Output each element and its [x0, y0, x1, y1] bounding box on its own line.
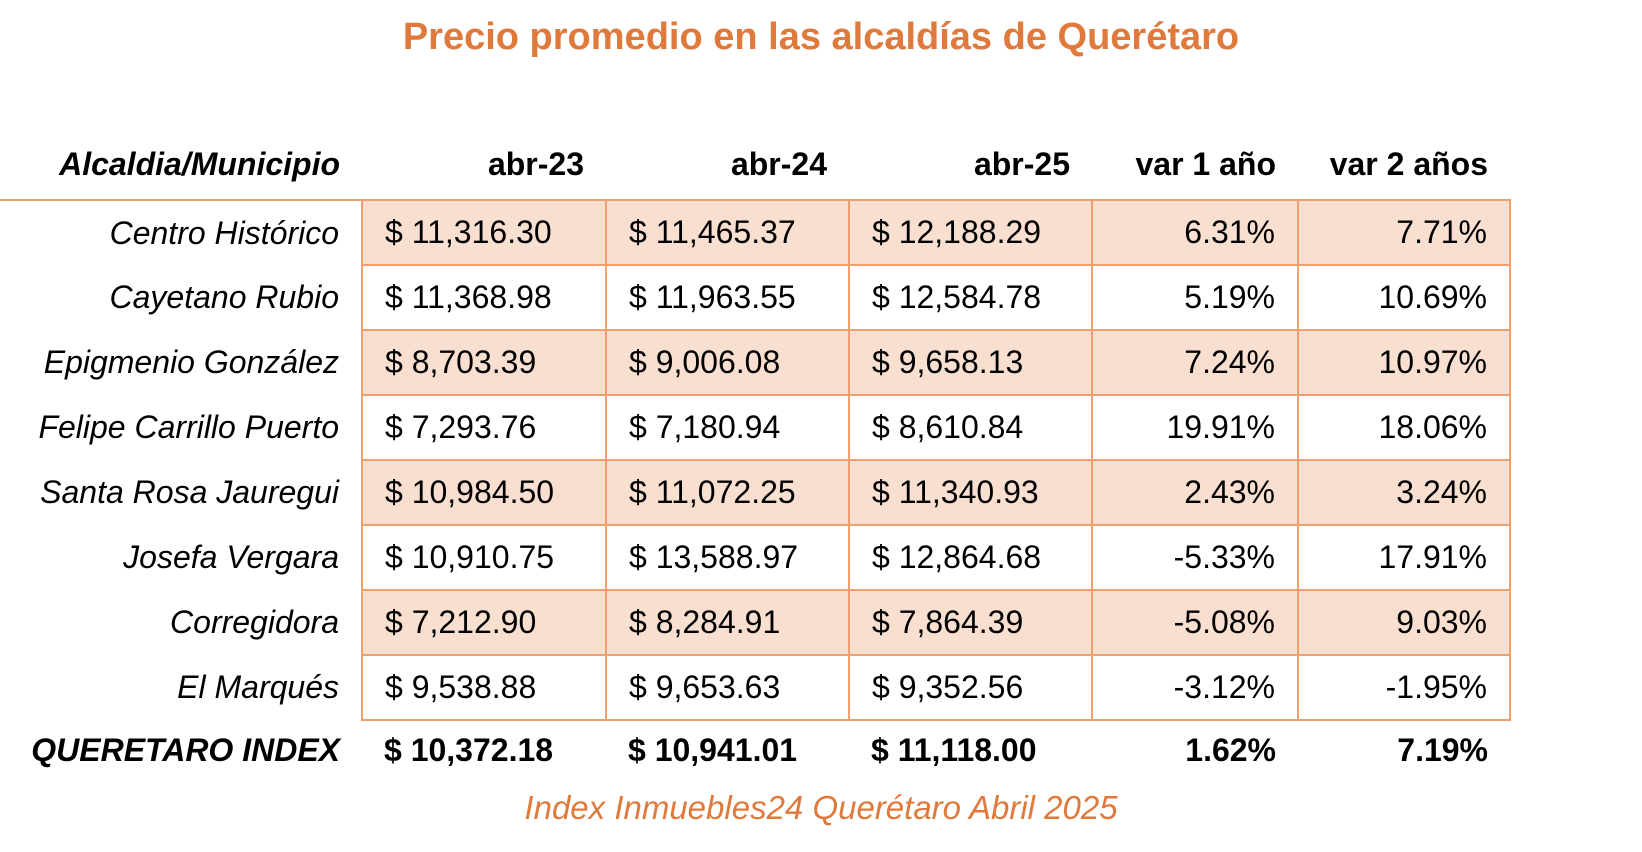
cell-var-1: 7.24%	[1091, 329, 1299, 396]
table-row: Centro Histórico $ 11,316.30 $ 11,465.37 $ …	[0, 199, 1511, 266]
total-row-name: QUERETARO INDEX	[31, 731, 340, 768]
cell-abr-23: $ 7,293.76	[361, 394, 607, 461]
cell-abr-25: $ 12,584.78	[848, 264, 1093, 331]
cell-var-1: 6.31%	[1091, 199, 1299, 266]
table-row: Josefa Vergara $ 10,910.75 $ 13,588.97 $ 12…	[0, 524, 1511, 591]
cell-abr-25: $ 9,352.56	[848, 654, 1093, 721]
row-name: Epigmenio González	[0, 330, 363, 395]
cell-abr-24: $ 9,653.63	[605, 654, 850, 721]
total-cell-abr-23: $ 10,372.18	[384, 732, 554, 768]
row-name: Centro Histórico	[0, 200, 363, 265]
cell-abr-24: $ 7,180.94	[605, 394, 850, 461]
cell-var-2: 3.24%	[1297, 459, 1511, 526]
cell-var-1: 2.43%	[1091, 459, 1299, 526]
cell-abr-23: $ 7,212.90	[361, 589, 607, 656]
cell-abr-25: $ 11,340.93	[848, 459, 1093, 526]
cell-var-2: 9.03%	[1297, 589, 1511, 656]
table-row: Epigmenio González $ 8,703.39 $ 9,006.08 $ …	[0, 329, 1511, 396]
cell-abr-24: $ 11,072.25	[605, 459, 850, 526]
cell-var-1: 5.19%	[1091, 264, 1299, 331]
column-header-abr-24: abr-24	[606, 130, 849, 201]
cell-var-2: 17.91%	[1297, 524, 1511, 591]
column-header-municipio: Alcaldia/Municipio	[0, 130, 362, 201]
table-total: QUERETARO INDEX $ 10,372.18 $ 10,941.01 …	[0, 720, 1510, 780]
row-name: Corregidora	[0, 590, 363, 655]
total-cell-var-2: 7.19%	[1397, 732, 1488, 768]
cell-abr-24: $ 9,006.08	[605, 329, 850, 396]
cell-var-2: 18.06%	[1297, 394, 1511, 461]
cell-var-1: -5.08%	[1091, 589, 1299, 656]
row-name: Cayetano Rubio	[0, 265, 363, 330]
cell-abr-24: $ 13,588.97	[605, 524, 850, 591]
cell-abr-23: $ 11,316.30	[361, 199, 607, 266]
total-cell-abr-25: $ 11,118.00	[871, 732, 1037, 768]
table-row: Santa Rosa Jauregui $ 10,984.50 $ 11,072.2…	[0, 459, 1511, 526]
source-caption: Index Inmuebles24 Querétaro Abril 2025	[524, 789, 1118, 826]
table-row: Corregidora $ 7,212.90 $ 8,284.91 $ 7,864.3…	[0, 589, 1511, 656]
column-header-var-2: var 2 años	[1298, 130, 1510, 201]
chart-title: Precio promedio en las alcaldías de Quer…	[402, 16, 1240, 58]
cell-abr-23: $ 8,703.39	[361, 329, 607, 396]
header-row: Alcaldia/Municipio abr-23 abr-24 abr-25 …	[0, 130, 1510, 201]
column-header-abr-23: abr-23	[362, 130, 606, 201]
row-name: El Marqués	[0, 655, 363, 720]
table-row: El Marqués $ 9,538.88 $ 9,653.63 $ 9,352.56…	[0, 654, 1511, 721]
cell-abr-25: $ 7,864.39	[848, 589, 1093, 656]
cell-var-1: 19.91%	[1091, 394, 1299, 461]
cell-abr-25: $ 12,188.29	[848, 199, 1093, 266]
cell-abr-24: $ 8,284.91	[605, 589, 850, 656]
cell-var-2: 7.71%	[1297, 199, 1511, 266]
cell-abr-25: $ 12,864.68	[848, 524, 1093, 591]
cell-var-1: -3.12%	[1091, 654, 1299, 721]
cell-abr-25: $ 9,658.13	[848, 329, 1093, 396]
total-cell-abr-24: $ 10,941.01	[628, 732, 798, 768]
cell-abr-24: $ 11,963.55	[605, 264, 850, 331]
cell-abr-23: $ 9,538.88	[361, 654, 607, 721]
column-header-abr-25: abr-25	[849, 130, 1092, 201]
cell-abr-24: $ 11,465.37	[605, 199, 850, 266]
total-row: QUERETARO INDEX $ 10,372.18 $ 10,941.01 …	[0, 720, 1510, 780]
table-body: Centro Histórico $ 11,316.30 $ 11,465.37 $ …	[0, 199, 1511, 721]
table-header: Alcaldia/Municipio abr-23 abr-24 abr-25 …	[0, 130, 1510, 201]
price-table: Alcaldia/Municipio abr-23 abr-24 abr-25 …	[0, 130, 1511, 780]
row-name: Santa Rosa Jauregui	[0, 460, 363, 525]
row-name: Josefa Vergara	[0, 525, 363, 590]
cell-var-2: 10.97%	[1297, 329, 1511, 396]
cell-abr-23: $ 10,984.50	[361, 459, 607, 526]
cell-abr-23: $ 10,910.75	[361, 524, 607, 591]
cell-abr-25: $ 8,610.84	[848, 394, 1093, 461]
cell-var-2: -1.95%	[1297, 654, 1511, 721]
cell-var-2: 10.69%	[1297, 264, 1511, 331]
cell-abr-23: $ 11,368.98	[361, 264, 607, 331]
table-row: Cayetano Rubio $ 11,368.98 $ 11,963.55 $ 12…	[0, 264, 1511, 331]
column-header-var-1: var 1 año	[1092, 130, 1298, 201]
row-name: Felipe Carrillo Puerto	[0, 395, 363, 460]
table-row: Felipe Carrillo Puerto $ 7,293.76 $ 7,180.…	[0, 394, 1511, 461]
cell-var-1: -5.33%	[1091, 524, 1299, 591]
total-cell-var-1: 1.62%	[1185, 732, 1276, 768]
